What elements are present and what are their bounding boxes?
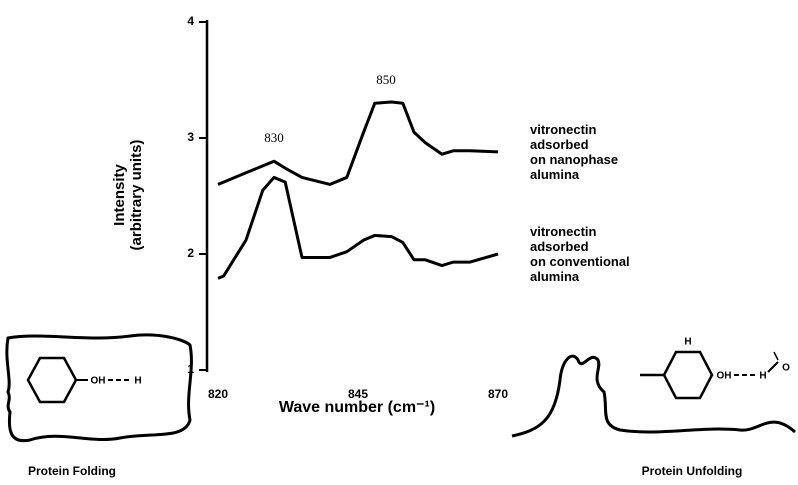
data-line (217, 175, 499, 280)
water-h-label: H (684, 337, 691, 348)
x-tick-label: 870 (488, 387, 508, 401)
x-tick-label: 820 (208, 387, 228, 401)
y-tick-label: 4 (187, 14, 194, 28)
y-axis-label: Intensity (arbitrary units) (111, 139, 145, 251)
h-label: H (134, 376, 141, 387)
unfolding-label: Protein Unfolding (642, 464, 743, 478)
y-tick-label: 1 (187, 362, 194, 376)
y-tick-label: 3 (187, 130, 194, 144)
water-o-label: O (782, 363, 790, 374)
folding-diagram (5, 333, 193, 443)
data-line (217, 100, 499, 186)
legend-label: vitronectin adsorbed on conventional alu… (530, 224, 630, 284)
unfolding-diagram (511, 350, 796, 438)
oh-label: OH (717, 371, 732, 382)
y-tick-label: 2 (187, 246, 194, 260)
oh-label: OH (91, 376, 106, 387)
annotation: 830 (264, 130, 284, 145)
folding-label: Protein Folding (28, 464, 116, 478)
legend-label: vitronectin adsorbed on nanophase alumin… (530, 121, 619, 182)
h-label: H (759, 371, 766, 382)
x-tick-label: 845 (348, 387, 368, 401)
annotation: 850 (376, 72, 396, 87)
x-axis-label: Wave number (cm⁻¹) (279, 399, 435, 416)
